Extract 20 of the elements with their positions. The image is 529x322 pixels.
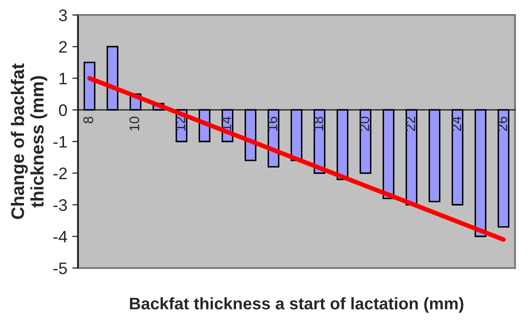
y-tick-label: -1: [54, 136, 67, 148]
x-tick-label: 24: [451, 116, 462, 131]
y-tick-label: -5: [54, 262, 67, 274]
x-tick-label: 10: [129, 116, 140, 131]
x-tick-label: 22: [405, 116, 416, 131]
y-tick-label: 0: [58, 104, 67, 116]
y-tick-label: -3: [54, 199, 67, 211]
y-tick-label: 1: [60, 72, 67, 84]
x-tick-label: 8: [83, 116, 94, 124]
y-tick-label: -4: [54, 230, 68, 242]
x-axis-title: Backfat thickness a start of lactation (mm): [130, 297, 464, 313]
y-axis-title: Change of backfat thickness (mm): [10, 63, 48, 220]
x-tick-label: 12: [175, 116, 186, 131]
y-tick-label: 2: [59, 41, 67, 53]
x-tick-label: 26: [497, 116, 508, 131]
x-tick-label: 18: [313, 116, 324, 131]
x-tick-label: 16: [267, 116, 278, 131]
y-tick-label: 3: [58, 9, 67, 22]
y-tick-label: -2: [54, 168, 67, 180]
x-tick-label: 20: [359, 116, 370, 131]
